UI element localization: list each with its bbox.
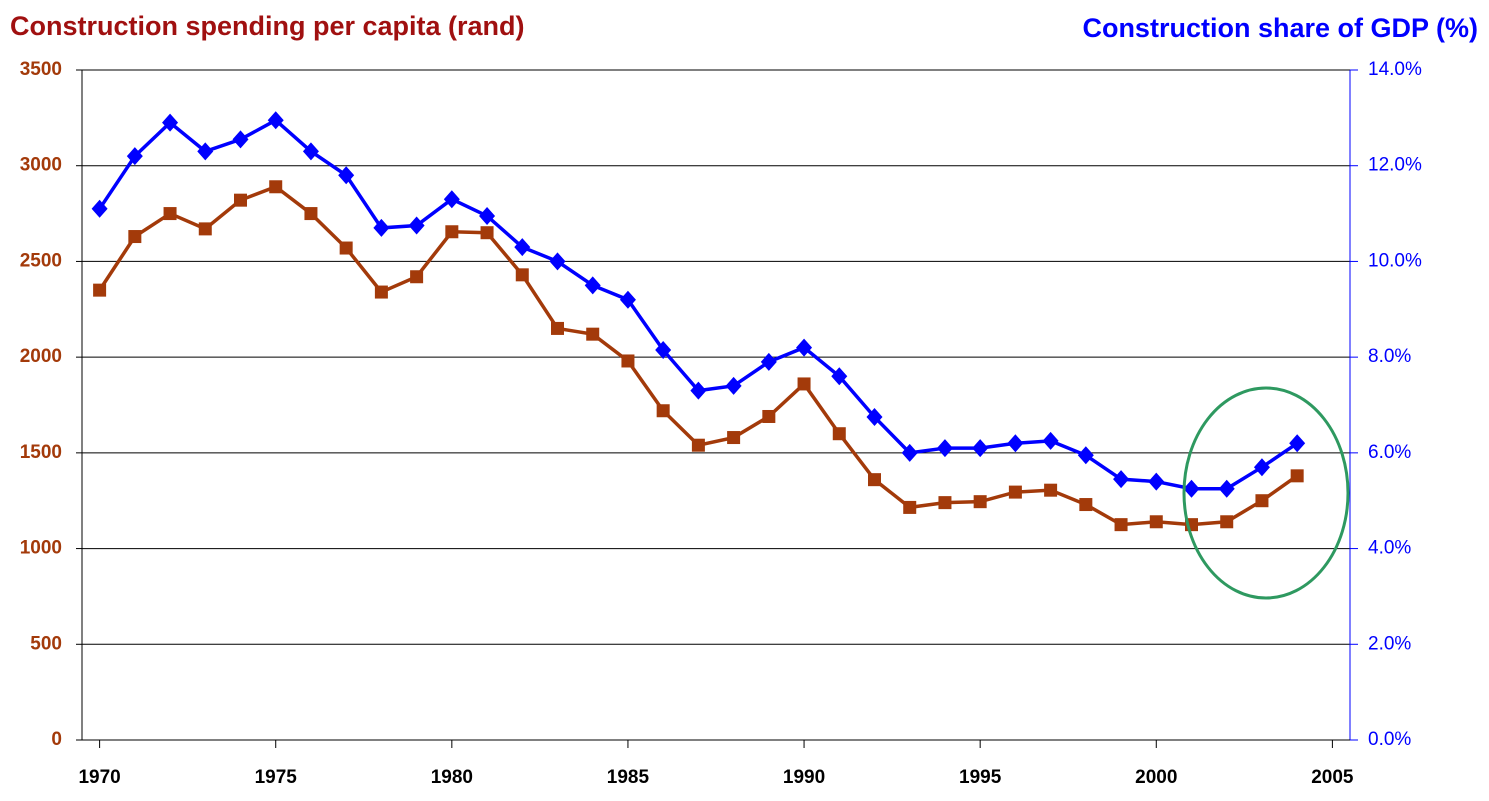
marker (128, 230, 142, 244)
y2-tick-label: 10.0% (1368, 250, 1422, 271)
marker (762, 409, 776, 423)
marker (338, 166, 355, 185)
marker (93, 283, 107, 297)
marker (972, 439, 989, 458)
marker (232, 130, 249, 149)
marker (1113, 470, 1130, 489)
y2-tick-label: 14.0% (1368, 59, 1422, 80)
marker (760, 352, 777, 371)
x-tick-label: 1980 (431, 767, 473, 788)
marker (304, 207, 318, 221)
y2-tick-label: 4.0% (1368, 538, 1411, 559)
y2-tick-label: 2.0% (1368, 633, 1411, 654)
marker (163, 207, 177, 221)
marker (339, 241, 353, 255)
y2-axis-title: Construction share of GDP (%) (1082, 13, 1478, 43)
y-tick-label: 500 (30, 633, 62, 654)
marker (1007, 434, 1024, 453)
marker (1218, 479, 1235, 498)
series-line (98, 184, 1299, 527)
marker (162, 113, 179, 132)
series-line (98, 118, 1299, 491)
marker (1114, 518, 1128, 532)
y2-tick-label: 0.0% (1368, 729, 1411, 750)
marker (373, 218, 390, 237)
marker (831, 367, 848, 386)
marker (1255, 494, 1269, 508)
y-tick-label: 2000 (20, 346, 62, 367)
marker (1183, 479, 1200, 498)
marker (443, 190, 460, 209)
x-tick-label: 1985 (607, 767, 650, 788)
marker (655, 340, 672, 359)
marker (725, 376, 742, 395)
marker (1289, 434, 1306, 453)
marker (903, 500, 917, 514)
marker (1044, 483, 1058, 497)
marker (586, 327, 600, 341)
marker (514, 238, 531, 257)
marker (302, 142, 319, 161)
y-tick-label: 1000 (20, 538, 62, 559)
marker (832, 427, 846, 441)
y-tick-label: 3500 (20, 59, 62, 80)
y-axis-title: Construction spending per capita (rand) (10, 11, 525, 41)
x-tick-label: 2005 (1311, 767, 1354, 788)
marker (656, 404, 670, 418)
marker (198, 222, 212, 236)
marker (1079, 498, 1093, 512)
marker (551, 321, 564, 335)
marker (690, 381, 707, 400)
marker (410, 270, 424, 284)
marker (1149, 515, 1163, 529)
y2-tick-label: 6.0% (1368, 442, 1411, 463)
marker (901, 443, 918, 462)
marker (796, 338, 813, 357)
marker (1148, 472, 1165, 491)
marker (936, 439, 953, 458)
marker (549, 252, 566, 271)
y2-tick-label: 12.0% (1368, 155, 1422, 176)
highlight-ellipse (1182, 386, 1350, 600)
marker (1008, 485, 1022, 499)
marker (408, 216, 425, 235)
marker (1290, 469, 1304, 483)
y-tick-label: 1500 (20, 442, 62, 463)
marker (267, 111, 284, 130)
marker (480, 226, 494, 240)
marker (727, 431, 741, 445)
marker (234, 193, 247, 207)
marker (1220, 515, 1234, 529)
x-tick-label: 1970 (78, 767, 120, 788)
marker (797, 377, 811, 391)
x-tick-label: 1975 (255, 767, 298, 788)
marker (1042, 431, 1059, 450)
y2-tick-label: 8.0% (1368, 346, 1411, 367)
marker (445, 225, 459, 239)
marker (1253, 458, 1270, 477)
x-tick-label: 2000 (1135, 767, 1177, 788)
marker (584, 276, 601, 295)
marker (868, 473, 881, 487)
marker (91, 199, 108, 218)
marker (374, 285, 388, 299)
marker (515, 268, 529, 282)
x-tick-label: 1995 (959, 767, 1002, 788)
marker (126, 147, 143, 166)
marker (197, 142, 214, 161)
marker (621, 354, 635, 368)
y-tick-label: 3000 (20, 155, 62, 176)
marker (479, 206, 496, 225)
marker (619, 290, 636, 309)
marker (938, 496, 952, 510)
y-tick-label: 2500 (20, 250, 62, 271)
x-tick-label: 1990 (783, 767, 825, 788)
marker (1077, 446, 1094, 465)
marker (691, 438, 705, 452)
marker (973, 495, 987, 509)
marker (866, 407, 883, 426)
marker (269, 180, 283, 194)
y-tick-label: 0 (51, 729, 62, 750)
